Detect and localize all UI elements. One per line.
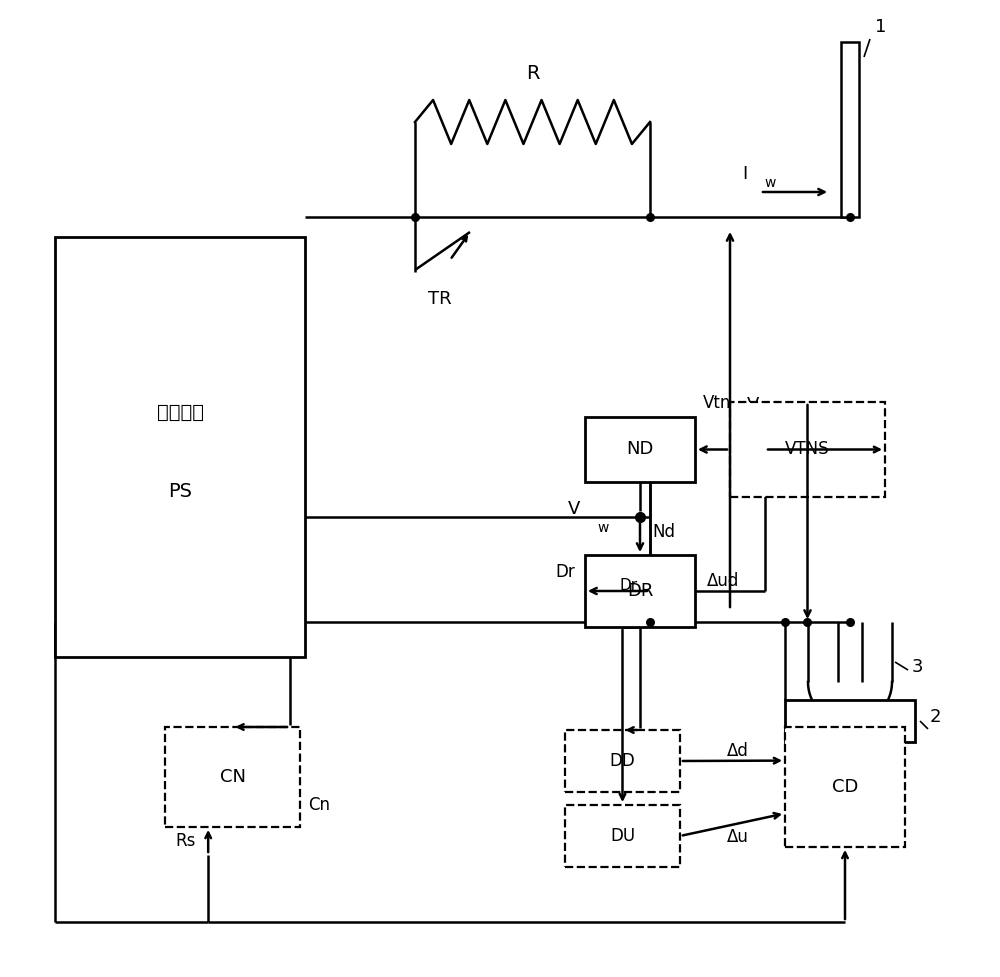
Text: TR: TR	[428, 290, 452, 308]
Text: w: w	[778, 416, 789, 431]
Text: DD: DD	[610, 752, 635, 770]
Bar	[165, 727, 300, 827]
Text: I: I	[742, 165, 747, 183]
Text: CD: CD	[832, 778, 858, 796]
Text: PS: PS	[168, 483, 192, 501]
Text: Nd: Nd	[652, 523, 675, 541]
Text: Cn: Cn	[308, 796, 330, 814]
Text: 2: 2	[930, 708, 942, 726]
Bar	[585, 555, 695, 627]
Text: 3: 3	[912, 658, 923, 676]
Text: DR: DR	[627, 582, 653, 600]
Bar	[841, 42, 859, 217]
Text: ND: ND	[626, 441, 654, 458]
Text: Dr: Dr	[555, 563, 575, 581]
Text: V: V	[568, 500, 580, 519]
Text: DU: DU	[610, 827, 635, 845]
Text: R: R	[526, 64, 539, 83]
Bar	[585, 417, 695, 482]
Text: Dr: Dr	[620, 577, 638, 592]
Bar	[55, 237, 305, 657]
Text: 焊接电源: 焊接电源	[156, 403, 204, 421]
Text: Rs: Rs	[176, 832, 196, 850]
Text: Δu: Δu	[727, 828, 748, 846]
Text: 1: 1	[875, 18, 886, 36]
Text: w: w	[764, 176, 775, 190]
Text: Vtn: Vtn	[703, 394, 731, 412]
Text: Δud: Δud	[707, 572, 739, 590]
Text: V: V	[747, 396, 759, 413]
Bar	[565, 805, 680, 867]
Bar	[785, 700, 915, 742]
Bar	[785, 727, 905, 847]
Bar	[730, 402, 885, 497]
Text: Δd: Δd	[727, 742, 748, 760]
Bar	[565, 730, 680, 792]
Text: w: w	[597, 521, 608, 534]
Text: CN: CN	[220, 768, 246, 786]
Text: VTNS: VTNS	[785, 441, 830, 458]
